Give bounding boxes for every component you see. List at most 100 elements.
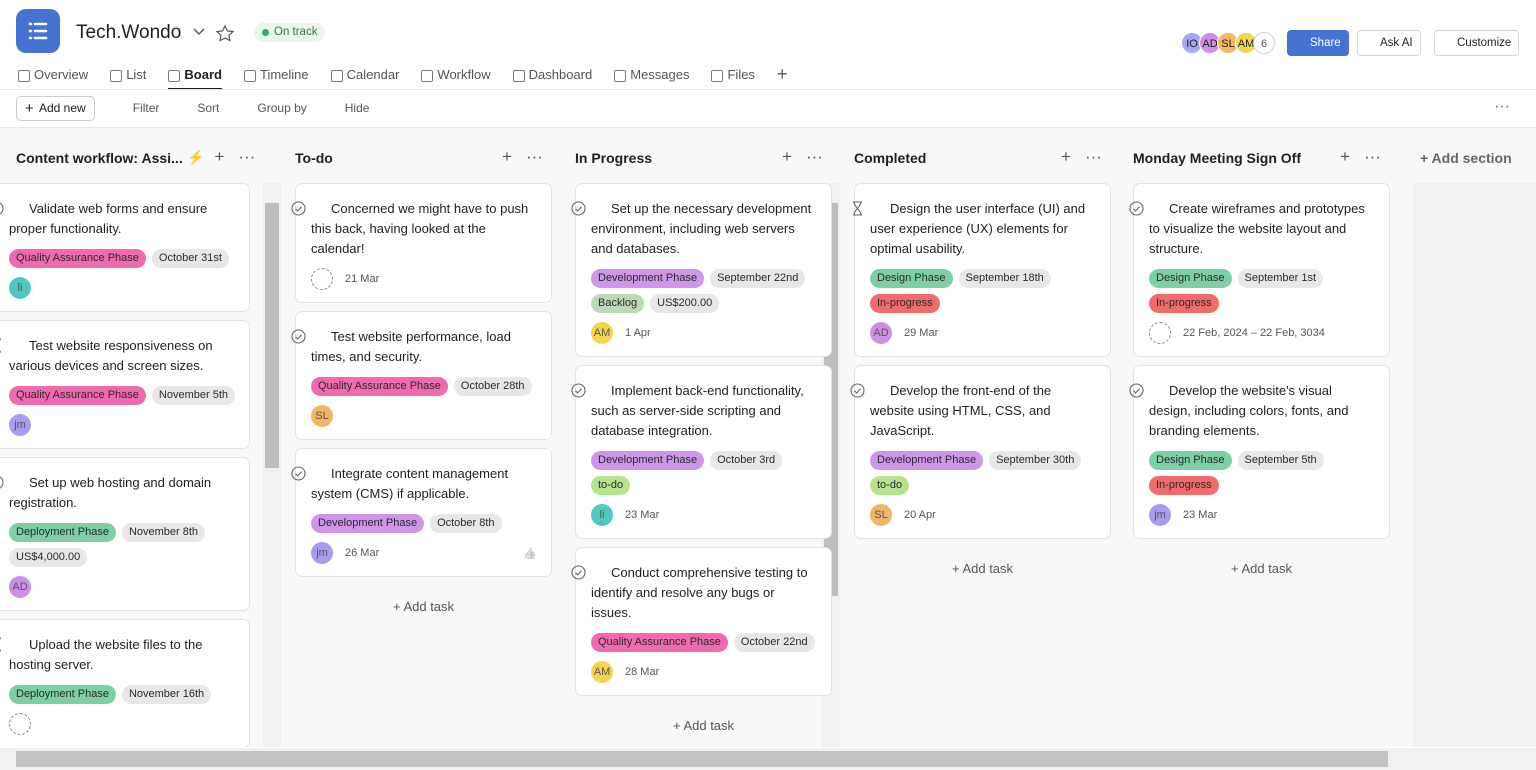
toolbar-item[interactable]: Group by [257, 101, 307, 115]
check-icon[interactable] [571, 201, 586, 216]
milestone-icon[interactable] [0, 338, 4, 353]
task-card[interactable]: Test website performance, load times, an… [291, 311, 552, 440]
task-card[interactable]: Implement back-end functionality, such a… [571, 365, 832, 539]
scroll-thumb[interactable] [265, 203, 279, 468]
app-icon-glyph [28, 22, 48, 40]
title-actions[interactable] [192, 24, 238, 42]
more-menu[interactable]: ··· [1494, 98, 1510, 115]
tag: September 5th [1237, 451, 1324, 470]
assignee-avatar[interactable]: jm [311, 542, 333, 564]
task-card[interactable]: Develop the website's visual design, inc… [1129, 365, 1390, 539]
assignee-avatar[interactable]: jm [9, 414, 31, 436]
scroll-thumb[interactable] [16, 751, 1388, 767]
toolbar-item[interactable]: Filter [132, 101, 160, 115]
member-avatar: AD [1199, 32, 1221, 54]
check-icon[interactable] [1129, 383, 1144, 398]
add-section[interactable]: + Add section [1420, 150, 1512, 166]
assignee-placeholder[interactable] [9, 713, 31, 735]
status-pill[interactable]: On track [254, 23, 326, 42]
toolbar-item[interactable]: Hide [344, 101, 370, 115]
add-task[interactable]: + Add task [951, 561, 1014, 576]
task-card[interactable]: Design the user interface (UI) and user … [853, 183, 1111, 357]
assignee-avatar[interactable]: AM [591, 661, 613, 683]
milestone-icon[interactable] [850, 201, 865, 216]
column-actions: + ··· [782, 147, 823, 167]
task-card[interactable]: Concerned we might have to push this bac… [291, 183, 552, 303]
tab[interactable]: Board [168, 66, 222, 90]
add-task-icon[interactable]: + [1061, 147, 1071, 166]
tab[interactable]: List [110, 66, 146, 90]
tag: Quality Assurance Phase [9, 386, 146, 405]
add-task-icon[interactable]: + [502, 147, 512, 166]
like-button[interactable]: 👍 [523, 547, 537, 560]
column-menu[interactable]: ··· [238, 147, 256, 166]
add-task[interactable]: + Add task [1230, 561, 1293, 576]
tag: October 22nd [733, 633, 815, 652]
add-task[interactable]: + Add task [672, 718, 735, 733]
assignee-avatar[interactable]: AM [591, 322, 613, 344]
tag: October 8th [430, 514, 502, 533]
scrollbar[interactable] [263, 183, 281, 747]
check-icon[interactable] [291, 201, 306, 216]
add-new-button[interactable]: Add new [16, 96, 95, 121]
assignee-avatar[interactable]: SL [870, 504, 892, 526]
add-task-icon[interactable]: + [782, 147, 792, 166]
assignee-avatar[interactable]: AD [870, 322, 892, 344]
assignee-placeholder[interactable] [311, 268, 333, 290]
tab[interactable]: Calendar [330, 66, 399, 90]
assignee-avatar[interactable]: AD [9, 576, 31, 598]
task-card[interactable]: Set up the necessary development environ… [571, 183, 832, 357]
column-menu[interactable]: ··· [1084, 147, 1102, 166]
tags: Quality Assurance Phase October 28th [311, 377, 537, 396]
rule-icon[interactable]: ⚡ [187, 149, 205, 165]
task-card[interactable]: Upload the website files to the hosting … [0, 619, 250, 747]
task-card[interactable]: Integrate content management system (CMS… [291, 448, 552, 577]
tab[interactable]: Messages [614, 66, 689, 90]
add-task-label: Add task [962, 561, 1014, 576]
check-icon[interactable] [291, 329, 306, 344]
tag: September 18th [958, 269, 1051, 288]
tag: In-progress [870, 294, 940, 313]
app-icon[interactable] [16, 9, 60, 53]
tab[interactable]: Files [711, 66, 755, 90]
check-icon[interactable] [571, 383, 586, 398]
task-card[interactable]: Test website responsiveness on various d… [0, 320, 250, 449]
check-icon[interactable] [850, 383, 865, 398]
check-icon[interactable] [0, 201, 4, 216]
add-tab[interactable]: + [776, 64, 788, 84]
column-menu[interactable]: ··· [805, 147, 823, 166]
tab[interactable]: Dashboard [512, 66, 592, 90]
task-card[interactable]: Develop the front-end of the website usi… [850, 365, 1111, 539]
add-task-icon[interactable]: + [1340, 147, 1350, 166]
check-icon[interactable] [1129, 201, 1144, 216]
task-card[interactable]: Conduct comprehensive testing to identif… [571, 547, 832, 696]
tab[interactable]: Overview [18, 66, 88, 90]
customize-button[interactable]: Customize [1434, 30, 1520, 56]
assignee-placeholder[interactable] [1149, 322, 1171, 344]
check-icon[interactable] [291, 466, 306, 481]
check-icon[interactable] [0, 475, 4, 490]
task-card[interactable]: Set up web hosting and domain registrati… [0, 457, 250, 611]
share-button[interactable]: Share [1287, 30, 1349, 56]
assignee-avatar[interactable]: SL [311, 405, 333, 427]
check-icon[interactable] [571, 565, 586, 580]
milestone-icon[interactable] [0, 637, 4, 652]
assignee-avatar[interactable]: li [9, 277, 31, 299]
toolbar-item[interactable]: Sort [197, 101, 220, 115]
ask-ai-button[interactable]: Ask AI [1357, 30, 1421, 56]
task-card[interactable]: Validate web forms and ensure proper fun… [0, 183, 250, 312]
horizontal-scrollbar[interactable] [0, 748, 1536, 770]
add-task-icon[interactable]: + [214, 147, 225, 166]
due-date: 29 Mar [904, 327, 939, 339]
column-menu[interactable]: ··· [1363, 147, 1381, 166]
assignee-avatar[interactable]: li [591, 504, 613, 526]
task-card[interactable]: Create wireframes and prototypes to visu… [1129, 183, 1390, 357]
tags: Development Phase September 30th to-do [870, 451, 1096, 495]
tab[interactable]: Workflow [421, 66, 491, 90]
members[interactable]: IO AD SL AM 6 [1181, 32, 1275, 54]
assignee-avatar[interactable]: jm [1149, 504, 1171, 526]
column-menu[interactable]: ··· [525, 147, 543, 166]
add-task[interactable]: + Add task [392, 599, 455, 614]
task-title: Design the user interface (UI) and user … [853, 199, 1096, 259]
tab[interactable]: Timeline [243, 66, 309, 90]
